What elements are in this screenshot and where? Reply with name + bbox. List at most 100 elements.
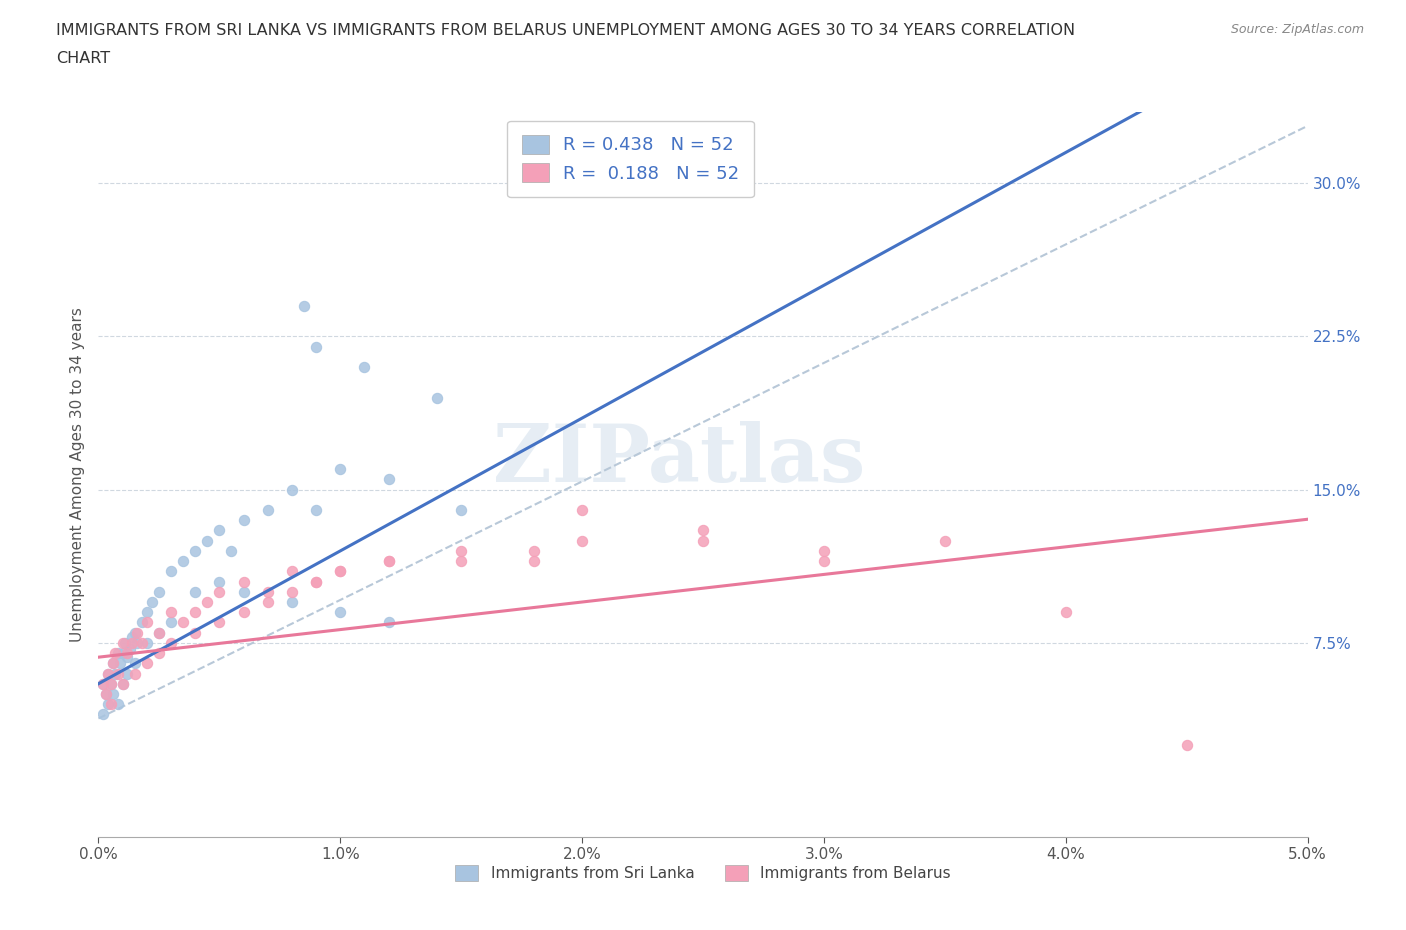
- Point: [305, 502, 328, 517]
- Text: ZIPatlas: ZIPatlas: [492, 420, 865, 498]
- Y-axis label: Unemployment Among Ages 30 to 34 years: Unemployment Among Ages 30 to 34 years: [69, 307, 84, 642]
- Point: [135, 615, 157, 630]
- Point: [117, 650, 139, 665]
- Point: [329, 462, 352, 477]
- Point: [124, 666, 146, 681]
- Point: [91, 707, 114, 722]
- Point: [232, 574, 254, 589]
- Point: [127, 635, 149, 650]
- Point: [813, 543, 835, 558]
- Point: [184, 543, 207, 558]
- Point: [426, 391, 449, 405]
- Point: [107, 697, 129, 711]
- Point: [184, 625, 207, 640]
- Text: CHART: CHART: [56, 51, 110, 66]
- Point: [160, 604, 183, 619]
- Point: [97, 666, 120, 681]
- Point: [97, 697, 120, 711]
- Point: [111, 635, 134, 650]
- Point: [104, 666, 127, 681]
- Point: [377, 553, 399, 568]
- Point: [111, 676, 134, 691]
- Point: [1175, 737, 1198, 752]
- Point: [160, 615, 183, 630]
- Point: [127, 625, 149, 640]
- Point: [107, 645, 129, 660]
- Point: [208, 584, 231, 599]
- Point: [121, 630, 143, 644]
- Point: [281, 594, 304, 609]
- Point: [160, 564, 183, 578]
- Point: [221, 543, 243, 558]
- Point: [107, 666, 129, 681]
- Point: [813, 553, 835, 568]
- Point: [281, 482, 304, 497]
- Point: [329, 564, 352, 578]
- Point: [292, 299, 315, 313]
- Point: [100, 676, 122, 691]
- Point: [160, 635, 183, 650]
- Point: [934, 533, 956, 548]
- Point: [692, 533, 714, 548]
- Point: [208, 574, 231, 589]
- Point: [97, 666, 120, 681]
- Point: [353, 360, 375, 375]
- Point: [94, 686, 117, 701]
- Point: [195, 533, 218, 548]
- Point: [131, 615, 153, 630]
- Point: [232, 512, 254, 527]
- Point: [281, 564, 304, 578]
- Point: [135, 604, 157, 619]
- Point: [450, 502, 472, 517]
- Text: Source: ZipAtlas.com: Source: ZipAtlas.com: [1230, 23, 1364, 36]
- Point: [172, 615, 194, 630]
- Point: [377, 553, 399, 568]
- Point: [523, 543, 546, 558]
- Point: [141, 594, 163, 609]
- Point: [184, 604, 207, 619]
- Point: [104, 645, 127, 660]
- Point: [172, 553, 194, 568]
- Point: [148, 584, 170, 599]
- Point: [118, 642, 141, 657]
- Point: [111, 676, 134, 691]
- Point: [135, 635, 157, 650]
- Point: [208, 523, 231, 538]
- Point: [523, 553, 546, 568]
- Point: [232, 604, 254, 619]
- Point: [377, 472, 399, 486]
- Point: [91, 676, 114, 691]
- Point: [124, 625, 146, 640]
- Legend: Immigrants from Sri Lanka, Immigrants from Belarus: Immigrants from Sri Lanka, Immigrants fr…: [450, 859, 956, 887]
- Point: [148, 645, 170, 660]
- Point: [450, 543, 472, 558]
- Point: [450, 553, 472, 568]
- Point: [100, 676, 122, 691]
- Point: [101, 686, 124, 701]
- Point: [101, 656, 124, 671]
- Point: [256, 594, 278, 609]
- Point: [305, 574, 328, 589]
- Point: [148, 625, 170, 640]
- Point: [1054, 604, 1077, 619]
- Point: [111, 645, 134, 660]
- Point: [232, 584, 254, 599]
- Text: IMMIGRANTS FROM SRI LANKA VS IMMIGRANTS FROM BELARUS UNEMPLOYMENT AMONG AGES 30 : IMMIGRANTS FROM SRI LANKA VS IMMIGRANTS …: [56, 23, 1076, 38]
- Point: [305, 339, 328, 354]
- Point: [692, 523, 714, 538]
- Point: [94, 686, 117, 701]
- Point: [101, 656, 124, 671]
- Point: [114, 635, 136, 650]
- Point: [281, 584, 304, 599]
- Point: [91, 676, 114, 691]
- Point: [184, 584, 207, 599]
- Point: [117, 666, 139, 681]
- Point: [329, 564, 352, 578]
- Point: [377, 615, 399, 630]
- Point: [305, 574, 328, 589]
- Point: [121, 635, 143, 650]
- Point: [329, 604, 352, 619]
- Point: [108, 656, 131, 671]
- Point: [571, 502, 593, 517]
- Point: [100, 697, 122, 711]
